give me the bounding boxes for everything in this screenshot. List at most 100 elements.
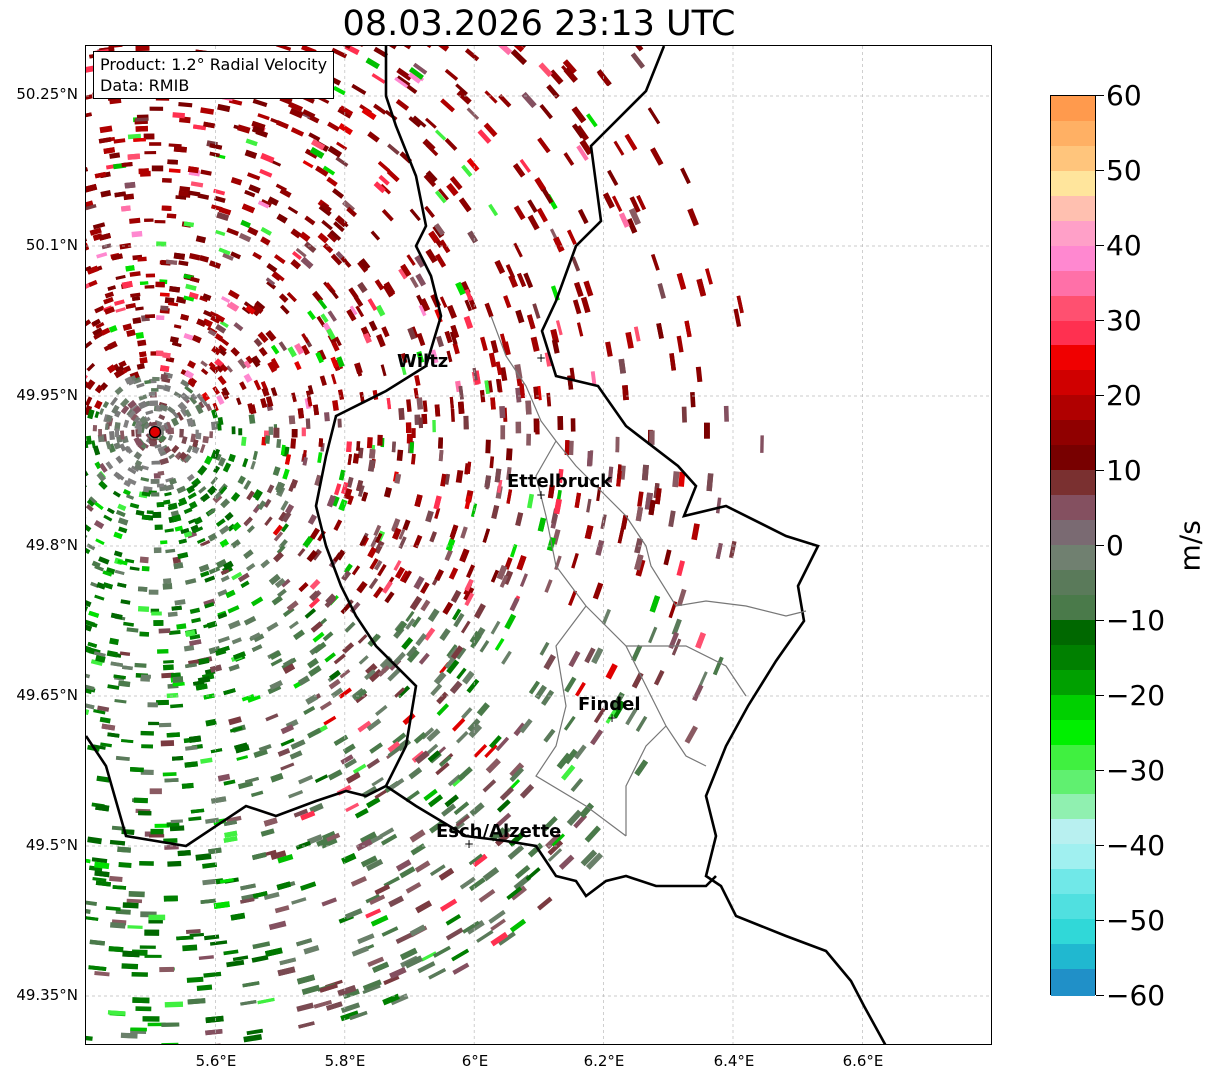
- radar-echo-bin: [93, 651, 106, 658]
- radar-echo-bin: [368, 668, 383, 683]
- radar-echo-bin: [126, 477, 137, 486]
- radar-echo-bin: [342, 743, 356, 755]
- radar-echo-bin: [110, 661, 124, 668]
- radar-echo-bin: [586, 498, 592, 513]
- radar-echo-bin: [164, 491, 172, 497]
- radar-echo-bin: [104, 291, 115, 299]
- radar-echo-bin: [265, 277, 276, 286]
- radar-echo-bin: [330, 253, 343, 266]
- radar-echo-bin: [296, 938, 313, 947]
- radar-echo-bin: [595, 539, 605, 556]
- radar-echo-bin: [348, 287, 359, 300]
- radar-echo-bin: [350, 875, 367, 887]
- radar-echo-bin: [135, 46, 150, 52]
- radar-echo-bin: [288, 789, 304, 799]
- radar-echo-bin: [305, 390, 312, 401]
- radar-echo-bin: [86, 396, 93, 407]
- radar-echo-bin: [515, 512, 524, 527]
- radar-echo-bin: [429, 864, 446, 877]
- radar-echo-bin: [365, 858, 384, 872]
- radar-echo-bin: [121, 280, 133, 289]
- radar-echo-bin: [240, 897, 255, 904]
- radar-echo-bin: [366, 437, 373, 449]
- radar-echo-bin: [86, 684, 95, 691]
- radar-echo-bin: [102, 570, 113, 577]
- radar-echo-bin: [148, 589, 159, 595]
- radar-echo-bin: [469, 877, 486, 891]
- radar-echo-bin: [313, 999, 332, 1009]
- radar-echo-bin: [436, 703, 450, 716]
- radar-echo-bin: [495, 831, 511, 847]
- radar-echo-bin: [159, 292, 170, 297]
- radar-echo-bin: [86, 405, 93, 416]
- radar-echo-bin: [369, 558, 379, 570]
- radar-echo-bin: [547, 848, 563, 862]
- radar-echo-bin: [323, 715, 337, 726]
- radar-echo-bin: [340, 602, 352, 615]
- radar-echo-bin: [497, 931, 516, 946]
- radar-echo-bin: [155, 281, 165, 288]
- radar-echo-bin: [196, 984, 213, 991]
- radar-echo-bin: [202, 862, 218, 869]
- radar-echo-bin: [129, 217, 141, 224]
- radar-echo-bin: [413, 731, 427, 744]
- radar-echo-bin: [196, 393, 205, 403]
- colorbar-tick-mark: [1096, 920, 1104, 921]
- radar-echo-bin: [381, 926, 399, 937]
- radar-echo-bin: [461, 164, 473, 177]
- radar-echo-bin: [158, 628, 171, 634]
- radar-echo-bin: [491, 504, 500, 520]
- radar-echo-bin: [138, 810, 152, 816]
- radar-echo-bin: [217, 612, 227, 620]
- radar-map[interactable]: + + + +: [85, 45, 992, 1045]
- radar-echo-bin: [139, 281, 149, 285]
- radar-echo-bin: [508, 46, 525, 53]
- colorbar-segment: [1051, 569, 1095, 597]
- radar-echo-bin: [86, 499, 95, 507]
- radar-echo-bin: [521, 91, 537, 109]
- radar-echo-bin: [324, 596, 337, 608]
- radar-echo-bin: [446, 182, 459, 197]
- radar-echo-bin: [250, 596, 264, 607]
- radar-echo-bin: [641, 464, 649, 481]
- radar-echo-bin: [298, 774, 314, 785]
- radar-echo-bin: [424, 205, 435, 218]
- radar-echo-bin: [468, 723, 483, 739]
- radar-echo-bin: [333, 85, 346, 96]
- radar-echo-bin: [345, 802, 360, 813]
- radar-echo-bin: [408, 116, 422, 128]
- radar-echo-bin: [129, 271, 141, 277]
- radar-echo-bin: [712, 656, 724, 676]
- radar-echo-bin: [168, 143, 182, 148]
- radar-echo-bin: [467, 230, 478, 244]
- radar-echo-bin: [153, 620, 164, 626]
- radar-echo-bin: [378, 174, 390, 186]
- radar-echo-bin: [290, 228, 302, 239]
- radar-echo-bin: [420, 599, 431, 612]
- radar-echo-bin: [266, 280, 277, 290]
- radar-echo-bin: [490, 931, 509, 947]
- radar-echo-bin: [137, 425, 143, 435]
- radar-echo-bin: [368, 320, 378, 332]
- radar-echo-bin: [482, 866, 500, 882]
- radar-echo-bin: [272, 466, 281, 477]
- radar-echo-bin: [268, 573, 281, 586]
- radar-echo-bin: [276, 439, 282, 448]
- radar-echo-bin: [163, 446, 172, 454]
- radar-echo-bin: [228, 663, 240, 672]
- radar-echo-bin: [466, 678, 480, 694]
- radar-echo-bin: [87, 409, 95, 420]
- radar-echo-bin: [356, 441, 361, 451]
- radar-echo-bin: [248, 414, 256, 424]
- radar-echo-bin: [277, 588, 287, 598]
- radar-echo-bin: [420, 582, 430, 594]
- radar-echo-bin: [114, 191, 127, 198]
- radar-echo-bin: [162, 772, 177, 777]
- radar-echo-bin: [231, 637, 242, 645]
- radar-echo-bin: [433, 495, 442, 510]
- radar-echo-bin: [634, 759, 649, 777]
- radar-echo-bin: [146, 510, 154, 514]
- radar-echo-bin: [415, 900, 432, 914]
- colorbar-segment: [1051, 295, 1095, 323]
- radar-echo-bin: [215, 229, 226, 237]
